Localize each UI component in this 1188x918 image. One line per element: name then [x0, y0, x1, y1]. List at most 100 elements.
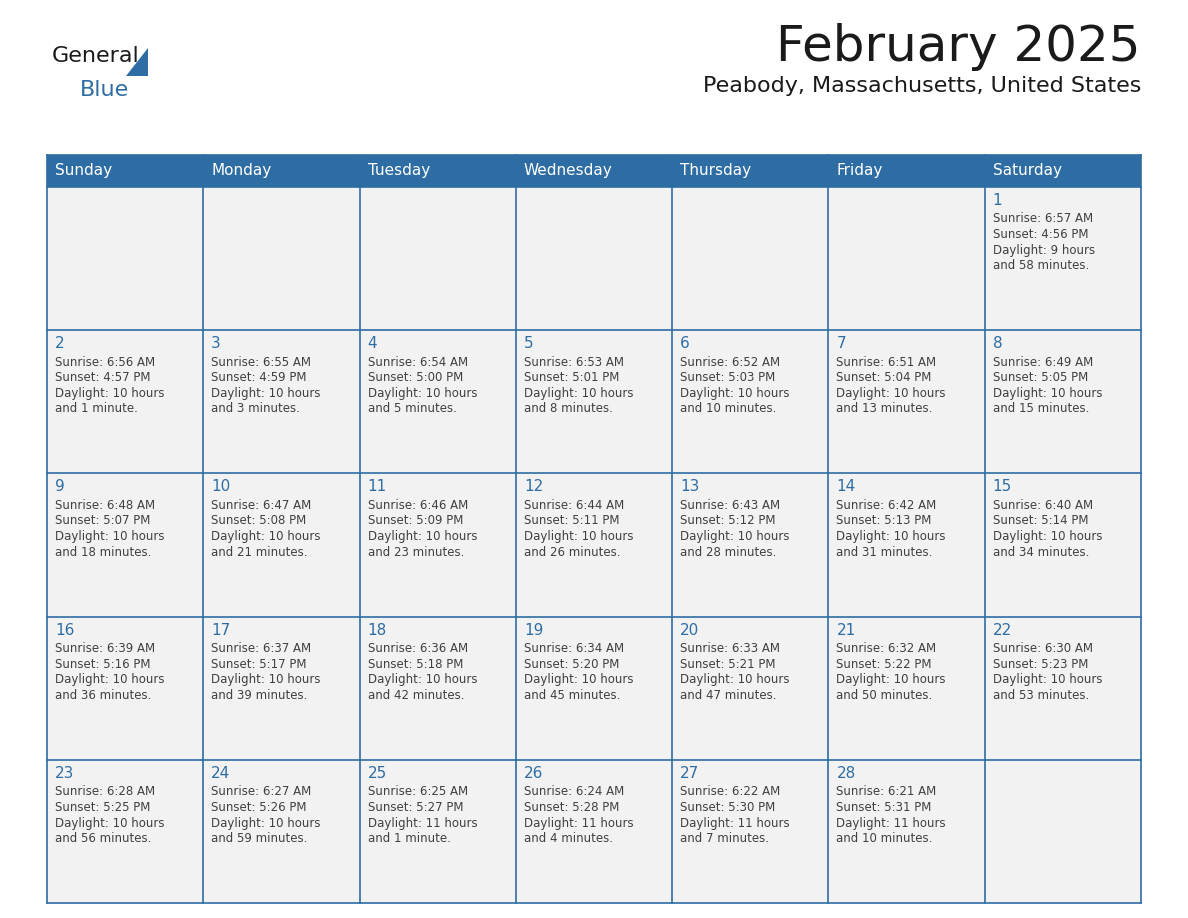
- Text: and 58 minutes.: and 58 minutes.: [993, 259, 1089, 273]
- Text: Sunrise: 6:53 AM: Sunrise: 6:53 AM: [524, 355, 624, 369]
- Text: Sunset: 5:11 PM: Sunset: 5:11 PM: [524, 514, 619, 528]
- Text: and 8 minutes.: and 8 minutes.: [524, 402, 613, 416]
- Text: Daylight: 10 hours: Daylight: 10 hours: [836, 673, 946, 687]
- Text: Sunrise: 6:39 AM: Sunrise: 6:39 AM: [55, 642, 156, 655]
- Text: 12: 12: [524, 479, 543, 495]
- Text: Daylight: 10 hours: Daylight: 10 hours: [836, 386, 946, 400]
- Text: Thursday: Thursday: [681, 163, 751, 178]
- Text: and 42 minutes.: and 42 minutes.: [367, 688, 465, 702]
- Text: and 1 minute.: and 1 minute.: [55, 402, 138, 416]
- Bar: [48, 155, 203, 187]
- Bar: [48, 474, 203, 617]
- Bar: [516, 617, 672, 760]
- Text: Sunset: 5:20 PM: Sunset: 5:20 PM: [524, 657, 619, 671]
- Text: Daylight: 10 hours: Daylight: 10 hours: [524, 530, 633, 543]
- Bar: [360, 187, 516, 330]
- Text: Sunrise: 6:32 AM: Sunrise: 6:32 AM: [836, 642, 936, 655]
- Text: 5: 5: [524, 336, 533, 352]
- Text: 23: 23: [55, 766, 75, 781]
- Text: and 26 minutes.: and 26 minutes.: [524, 545, 620, 559]
- Text: and 7 minutes.: and 7 minutes.: [681, 832, 769, 845]
- Text: Daylight: 10 hours: Daylight: 10 hours: [993, 386, 1102, 400]
- Text: Sunrise: 6:55 AM: Sunrise: 6:55 AM: [211, 355, 311, 369]
- Text: Friday: Friday: [836, 163, 883, 178]
- Text: Sunrise: 6:52 AM: Sunrise: 6:52 AM: [681, 355, 781, 369]
- Text: Daylight: 10 hours: Daylight: 10 hours: [681, 673, 790, 687]
- Text: 10: 10: [211, 479, 230, 495]
- Text: Sunset: 5:31 PM: Sunset: 5:31 PM: [836, 800, 931, 814]
- Text: Sunrise: 6:33 AM: Sunrise: 6:33 AM: [681, 642, 781, 655]
- Text: Sunrise: 6:40 AM: Sunrise: 6:40 AM: [993, 498, 1093, 512]
- Text: 24: 24: [211, 766, 230, 781]
- Text: Sunset: 5:23 PM: Sunset: 5:23 PM: [993, 657, 1088, 671]
- Text: Sunrise: 6:28 AM: Sunrise: 6:28 AM: [55, 785, 156, 799]
- Text: Sunset: 5:04 PM: Sunset: 5:04 PM: [836, 371, 931, 385]
- Text: Sunset: 5:13 PM: Sunset: 5:13 PM: [836, 514, 931, 528]
- Text: Sunrise: 6:30 AM: Sunrise: 6:30 AM: [993, 642, 1093, 655]
- Text: and 47 minutes.: and 47 minutes.: [681, 688, 777, 702]
- Text: and 23 minutes.: and 23 minutes.: [367, 545, 465, 559]
- Text: Daylight: 11 hours: Daylight: 11 hours: [681, 816, 790, 830]
- Bar: [985, 187, 1140, 330]
- Text: and 53 minutes.: and 53 minutes.: [993, 688, 1089, 702]
- Text: 6: 6: [681, 336, 690, 352]
- Text: and 39 minutes.: and 39 minutes.: [211, 688, 308, 702]
- Bar: [48, 760, 203, 903]
- Text: Tuesday: Tuesday: [367, 163, 430, 178]
- Text: Sunrise: 6:46 AM: Sunrise: 6:46 AM: [367, 498, 468, 512]
- Text: Daylight: 10 hours: Daylight: 10 hours: [211, 673, 321, 687]
- Text: Sunset: 5:09 PM: Sunset: 5:09 PM: [367, 514, 463, 528]
- Text: Sunset: 4:59 PM: Sunset: 4:59 PM: [211, 371, 307, 385]
- Bar: [828, 155, 985, 187]
- Text: and 13 minutes.: and 13 minutes.: [836, 402, 933, 416]
- Text: 1: 1: [993, 193, 1003, 208]
- Text: Sunrise: 6:37 AM: Sunrise: 6:37 AM: [211, 642, 311, 655]
- Bar: [985, 474, 1140, 617]
- Text: Sunset: 5:03 PM: Sunset: 5:03 PM: [681, 371, 776, 385]
- Bar: [516, 330, 672, 474]
- Bar: [48, 187, 203, 330]
- Text: 21: 21: [836, 622, 855, 638]
- Text: and 5 minutes.: and 5 minutes.: [367, 402, 456, 416]
- Bar: [672, 474, 828, 617]
- Bar: [828, 617, 985, 760]
- Text: and 28 minutes.: and 28 minutes.: [681, 545, 777, 559]
- Text: Sunset: 5:12 PM: Sunset: 5:12 PM: [681, 514, 776, 528]
- Text: and 31 minutes.: and 31 minutes.: [836, 545, 933, 559]
- Text: Sunset: 5:28 PM: Sunset: 5:28 PM: [524, 800, 619, 814]
- Text: and 36 minutes.: and 36 minutes.: [55, 688, 151, 702]
- Text: and 56 minutes.: and 56 minutes.: [55, 832, 151, 845]
- Bar: [516, 760, 672, 903]
- Text: Sunrise: 6:21 AM: Sunrise: 6:21 AM: [836, 785, 936, 799]
- Text: 25: 25: [367, 766, 387, 781]
- Text: Daylight: 9 hours: Daylight: 9 hours: [993, 243, 1095, 257]
- Text: Sunrise: 6:22 AM: Sunrise: 6:22 AM: [681, 785, 781, 799]
- Text: Sunset: 5:08 PM: Sunset: 5:08 PM: [211, 514, 307, 528]
- Bar: [203, 474, 360, 617]
- Bar: [48, 617, 203, 760]
- Text: Sunset: 5:05 PM: Sunset: 5:05 PM: [993, 371, 1088, 385]
- Text: and 10 minutes.: and 10 minutes.: [681, 402, 777, 416]
- Text: 17: 17: [211, 622, 230, 638]
- Text: Sunday: Sunday: [55, 163, 112, 178]
- Text: Daylight: 10 hours: Daylight: 10 hours: [524, 673, 633, 687]
- Text: 27: 27: [681, 766, 700, 781]
- Text: Daylight: 10 hours: Daylight: 10 hours: [55, 816, 164, 830]
- Text: Sunrise: 6:49 AM: Sunrise: 6:49 AM: [993, 355, 1093, 369]
- Text: 18: 18: [367, 622, 387, 638]
- Bar: [516, 187, 672, 330]
- Text: Daylight: 10 hours: Daylight: 10 hours: [211, 386, 321, 400]
- Text: and 18 minutes.: and 18 minutes.: [55, 545, 151, 559]
- Text: Daylight: 11 hours: Daylight: 11 hours: [367, 816, 478, 830]
- Text: 4: 4: [367, 336, 378, 352]
- Text: 14: 14: [836, 479, 855, 495]
- Text: Sunset: 5:22 PM: Sunset: 5:22 PM: [836, 657, 931, 671]
- Text: Sunset: 5:30 PM: Sunset: 5:30 PM: [681, 800, 776, 814]
- Bar: [203, 330, 360, 474]
- Bar: [203, 617, 360, 760]
- Text: Daylight: 10 hours: Daylight: 10 hours: [367, 386, 478, 400]
- Bar: [672, 760, 828, 903]
- Text: Sunrise: 6:56 AM: Sunrise: 6:56 AM: [55, 355, 156, 369]
- Bar: [672, 617, 828, 760]
- Bar: [360, 760, 516, 903]
